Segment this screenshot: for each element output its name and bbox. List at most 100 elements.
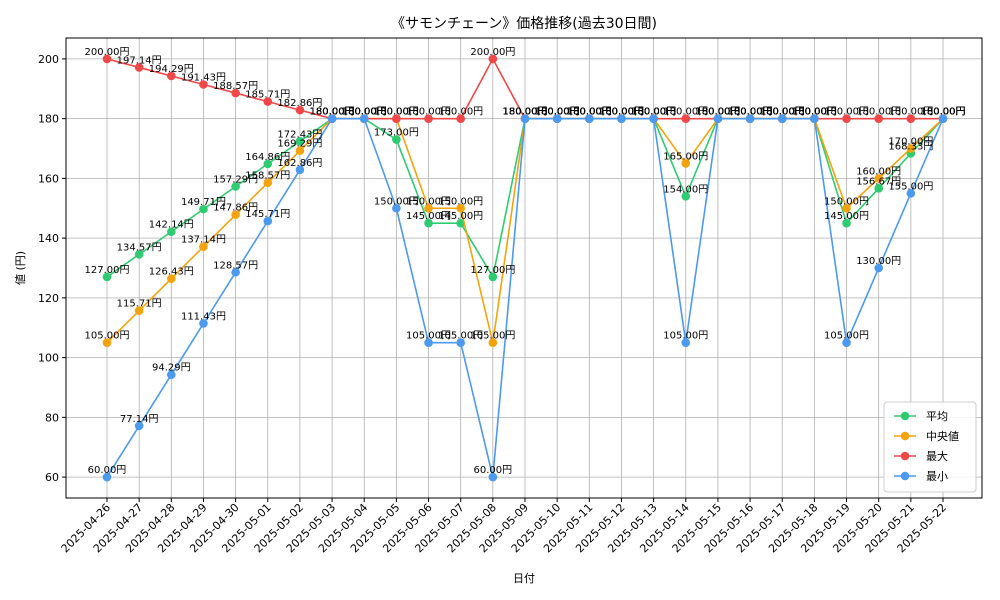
data-label: 180.00円: [760, 107, 805, 118]
data-point: [488, 472, 498, 482]
data-label: 170.00円: [888, 137, 933, 148]
data-point: [842, 338, 851, 347]
data-point: [359, 114, 369, 123]
data-point: [263, 97, 273, 106]
data-point: [424, 218, 433, 228]
data-label: 157.29円: [213, 174, 258, 185]
data-point: [456, 218, 465, 228]
data-point: [424, 203, 433, 213]
data-point: [167, 370, 176, 379]
data-label: 180.00円: [438, 107, 483, 118]
data-label: 154.00円: [663, 184, 708, 195]
data-label: 180.00円: [728, 107, 773, 118]
data-point: [102, 272, 112, 282]
data-point: [263, 216, 273, 226]
data-label: 105.00円: [438, 331, 483, 342]
y-tick-label: 160: [38, 172, 59, 185]
data-label: 180.00円: [567, 107, 612, 118]
data-label: 180.00円: [342, 107, 387, 118]
data-label: 150.00円: [406, 196, 451, 207]
legend-entry-label: 最大: [926, 449, 948, 463]
data-label: 180.00円: [695, 107, 740, 118]
data-label: 150.00円: [824, 196, 869, 207]
data-label: 200.00円: [470, 47, 515, 58]
data-point: [585, 114, 594, 123]
data-point: [874, 174, 883, 183]
data-label: 180.00円: [599, 107, 644, 118]
data-point: [938, 114, 948, 123]
data-point: [456, 203, 465, 213]
data-label: 180.00円: [792, 107, 837, 118]
x-axis-label: 日付: [513, 572, 535, 585]
legend-swatch-marker: [900, 451, 910, 461]
data-point: [295, 136, 305, 146]
data-label: 180.00円: [374, 107, 419, 118]
data-label: 180.00円: [342, 107, 387, 118]
data-point: [681, 114, 691, 123]
y-tick-label: 140: [38, 232, 59, 245]
data-label: 180.00円: [921, 107, 966, 118]
data-point: [488, 272, 498, 282]
data-label: 180.00円: [631, 107, 676, 118]
data-label: 173.00円: [374, 128, 419, 139]
data-point: [295, 146, 305, 155]
data-label: 180.00円: [535, 107, 580, 118]
data-point: [424, 338, 433, 347]
data-point: [199, 242, 208, 251]
data-label: 137.14円: [181, 235, 226, 246]
data-point: [134, 306, 144, 315]
data-point: [102, 54, 112, 64]
data-label: 200.00円: [85, 47, 130, 58]
data-point: [617, 114, 626, 123]
data-label: 180.00円: [599, 107, 644, 118]
data-label: 180.00円: [631, 107, 676, 118]
data-labels: 127.00円 134.57円 142.14円 149.71円 157.29円 164.8…: [85, 47, 966, 476]
data-label: 105.00円: [406, 331, 451, 342]
data-label: 185.71円: [245, 90, 290, 101]
data-point: [263, 178, 273, 187]
data-label: 180.00円: [374, 107, 419, 118]
data-point: [777, 114, 787, 123]
data-label: 156.67円: [856, 176, 901, 187]
data-point: [167, 274, 176, 283]
data-label: 180.00円: [921, 107, 966, 118]
legend-entry-label: 中央値: [926, 430, 959, 443]
data-label: 127.00円: [85, 265, 130, 276]
data-point: [134, 63, 144, 72]
data-point: [392, 135, 401, 144]
data-point: [392, 203, 401, 213]
data-label: 155.00円: [888, 181, 933, 192]
data-label: 134.57円: [117, 242, 162, 253]
data-label: 105.00円: [470, 331, 515, 342]
y-tick-label: 180: [38, 113, 59, 126]
data-label: 180.00円: [503, 107, 548, 118]
y-tick-label: 80: [45, 411, 59, 424]
y-axis-ticks: 60 80 100 120 140 160 180 200: [38, 53, 66, 484]
data-label: 180.00円: [792, 107, 837, 118]
data-point: [134, 421, 144, 431]
data-label: 180.00円: [599, 107, 644, 118]
data-label: 180.00円: [856, 107, 901, 118]
data-label: 180.00円: [695, 107, 740, 118]
data-label: 158.57円: [245, 171, 290, 182]
data-point: [199, 204, 208, 214]
data-label: 180.00円: [792, 107, 837, 118]
data-label: 142.14円: [149, 220, 194, 231]
data-label: 180.00円: [921, 107, 966, 118]
data-label: 180.00円: [695, 107, 740, 118]
data-label: 160.00円: [856, 166, 901, 177]
data-point: [745, 114, 755, 123]
data-label: 180.00円: [535, 107, 580, 118]
data-label: 180.00円: [567, 107, 612, 118]
data-label: 180.00円: [567, 107, 612, 118]
data-point: [874, 184, 883, 193]
data-label: 180.00円: [310, 107, 355, 118]
data-point: [327, 114, 337, 123]
data-label: 180.00円: [310, 107, 355, 118]
data-label: 145.00円: [824, 211, 869, 222]
data-label: 105.00円: [663, 331, 708, 342]
data-label: 180.00円: [599, 107, 644, 118]
data-label: 180.00円: [535, 107, 580, 118]
data-label: 162.86円: [277, 158, 322, 169]
